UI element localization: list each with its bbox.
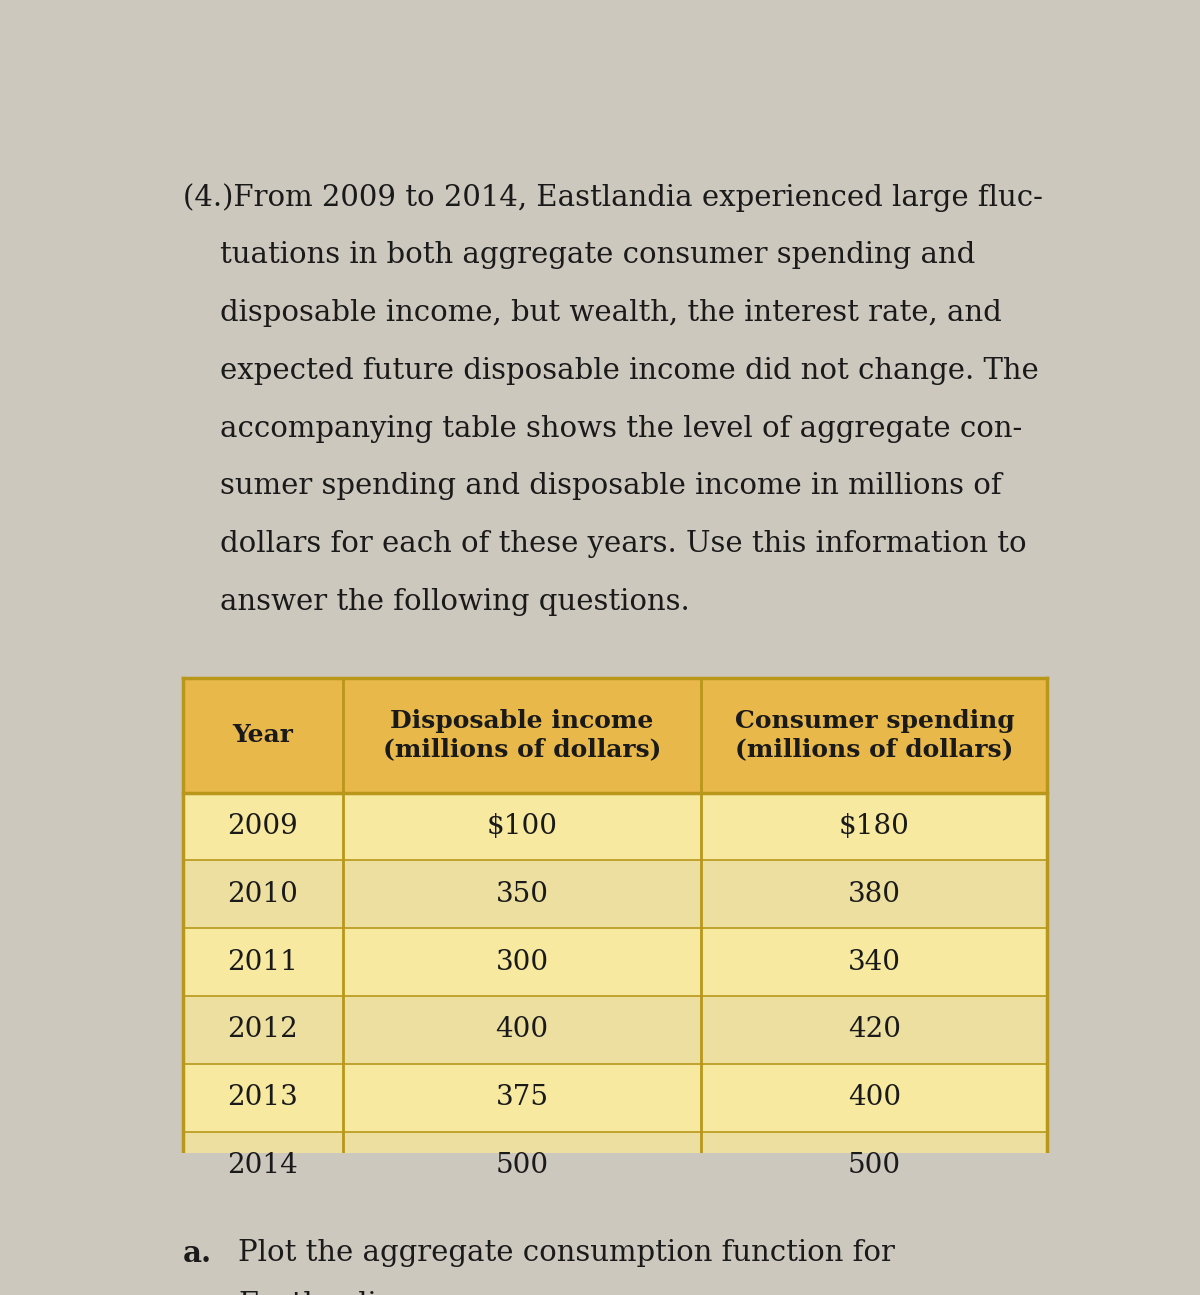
Bar [182,1132,1048,1199]
Text: Year: Year [232,723,293,747]
Text: $100: $100 [486,813,558,840]
Text: Consumer spending
(millions of dollars): Consumer spending (millions of dollars) [734,708,1014,761]
Text: sumer spending and disposable income in millions of: sumer spending and disposable income in … [182,473,1001,500]
Text: 500: 500 [496,1153,548,1178]
Text: 380: 380 [848,881,901,908]
Text: Eastlandia.: Eastlandia. [239,1291,404,1295]
Text: 420: 420 [848,1017,901,1044]
Text: 300: 300 [496,949,548,975]
Text: disposable income, but wealth, the interest rate, and: disposable income, but wealth, the inter… [182,299,1001,328]
Text: a.: a. [182,1239,211,1268]
Text: dollars for each of these years. Use this information to: dollars for each of these years. Use thi… [182,531,1026,558]
Text: (4.)From 2009 to 2014, Eastlandia experienced large fluc-: (4.)From 2009 to 2014, Eastlandia experi… [182,184,1043,212]
Text: 375: 375 [496,1084,548,1111]
Text: accompanying table shows the level of aggregate con-: accompanying table shows the level of ag… [182,414,1022,443]
Text: 400: 400 [496,1017,548,1044]
Bar [182,1063,1048,1132]
Text: Disposable income
(millions of dollars): Disposable income (millions of dollars) [383,708,661,761]
Text: 2011: 2011 [227,949,298,975]
Text: answer the following questions.: answer the following questions. [182,588,689,616]
Text: 2013: 2013 [227,1084,298,1111]
Text: tuations in both aggregate consumer spending and: tuations in both aggregate consumer spen… [182,241,974,269]
Bar [182,677,1048,793]
Text: 340: 340 [848,949,901,975]
Text: 400: 400 [848,1084,901,1111]
Text: expected future disposable income did not change. The: expected future disposable income did no… [182,357,1038,385]
Text: 500: 500 [848,1153,901,1178]
Text: 350: 350 [496,881,548,908]
Text: 2012: 2012 [227,1017,298,1044]
Text: 2010: 2010 [227,881,298,908]
Text: 2014: 2014 [227,1153,298,1178]
Bar [182,929,1048,996]
Text: Plot the aggregate consumption function for: Plot the aggregate consumption function … [239,1239,895,1268]
Text: 2009: 2009 [227,813,298,840]
Bar [182,996,1048,1063]
Bar [182,860,1048,929]
Bar [182,793,1048,860]
Text: $180: $180 [839,813,910,840]
